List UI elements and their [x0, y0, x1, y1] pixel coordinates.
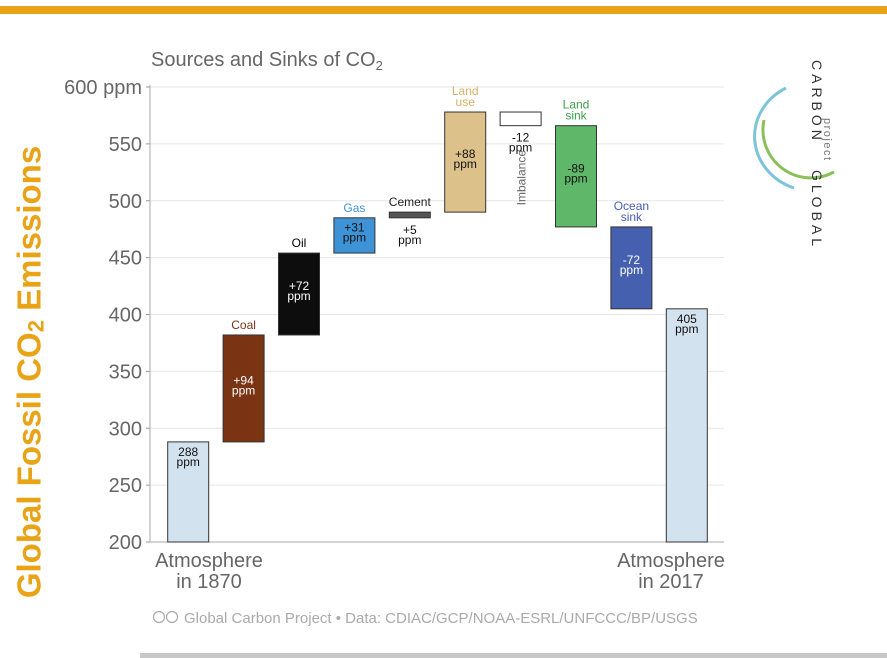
bar-category-label: Gas [343, 201, 365, 215]
bar-value-label: +5 ppm [398, 223, 421, 247]
x-label-left: Atmosphere in 1870 [155, 550, 263, 593]
y-tick-label: 300 [109, 418, 142, 440]
y-tick-label: 500 [109, 191, 142, 213]
logo-word-carbon: CARBON [809, 60, 825, 144]
y-tick-label: 200 [109, 532, 142, 554]
bar-value-label: +72 ppm [287, 279, 310, 303]
bar-category-label: Coal [231, 318, 256, 332]
bar [278, 252, 320, 336]
chart-title: Sources and Sinks of CO2 [151, 49, 383, 73]
bar [610, 226, 653, 310]
y-tick-label: 400 [109, 305, 142, 327]
bar-value-label: 288 ppm [177, 445, 200, 469]
bar [444, 111, 487, 213]
logo-word-global: GLOBAL [809, 170, 825, 250]
logo-word-project: project [821, 118, 833, 162]
bar [222, 334, 265, 443]
bar-category-label: Land use [452, 84, 479, 109]
bar-value-label: -12 ppm [509, 131, 532, 155]
bar-value-label: +88 ppm [454, 147, 477, 171]
bar-category-label: Cement [389, 195, 432, 209]
y-tick-label: 450 [109, 248, 142, 270]
bar [555, 125, 597, 228]
bar-value-label: -89 ppm [564, 161, 587, 185]
y-tick-label: 250 [109, 475, 142, 497]
y-tick-label: 350 [109, 361, 142, 383]
bar [665, 308, 708, 543]
bar [333, 217, 376, 254]
bar [499, 111, 542, 127]
bar [388, 211, 431, 219]
bar-value-label: +94 ppm [232, 373, 255, 397]
bar-side-label: Imbalance [515, 150, 529, 206]
bar-value-label: 405 ppm [675, 312, 698, 336]
y-tick-label: 600 ppm [64, 77, 142, 99]
bar-value-label: -72 ppm [620, 253, 643, 277]
cc-icon [152, 610, 166, 624]
by-icon [165, 610, 179, 624]
bar-category-label: Ocean sink [614, 199, 649, 224]
chart-footer: Global Carbon Project • Data: CDIAC/GCP/… [184, 610, 698, 627]
y-tick-label: 550 [109, 134, 142, 156]
bar-category-label: Land sink [563, 98, 590, 123]
logo-ring-green [761, 119, 835, 180]
top-accent-bar [0, 6, 887, 14]
global-carbon-project-logo: CARBON project GLOBAL [753, 60, 835, 250]
bar [167, 441, 210, 543]
bar-value-label: +31 ppm [343, 220, 366, 244]
logo-ring-blue [753, 86, 795, 190]
bar-category-label: Oil [292, 236, 307, 250]
bottom-divider [140, 653, 887, 658]
x-label-right: Atmosphere in 2017 [617, 550, 725, 593]
